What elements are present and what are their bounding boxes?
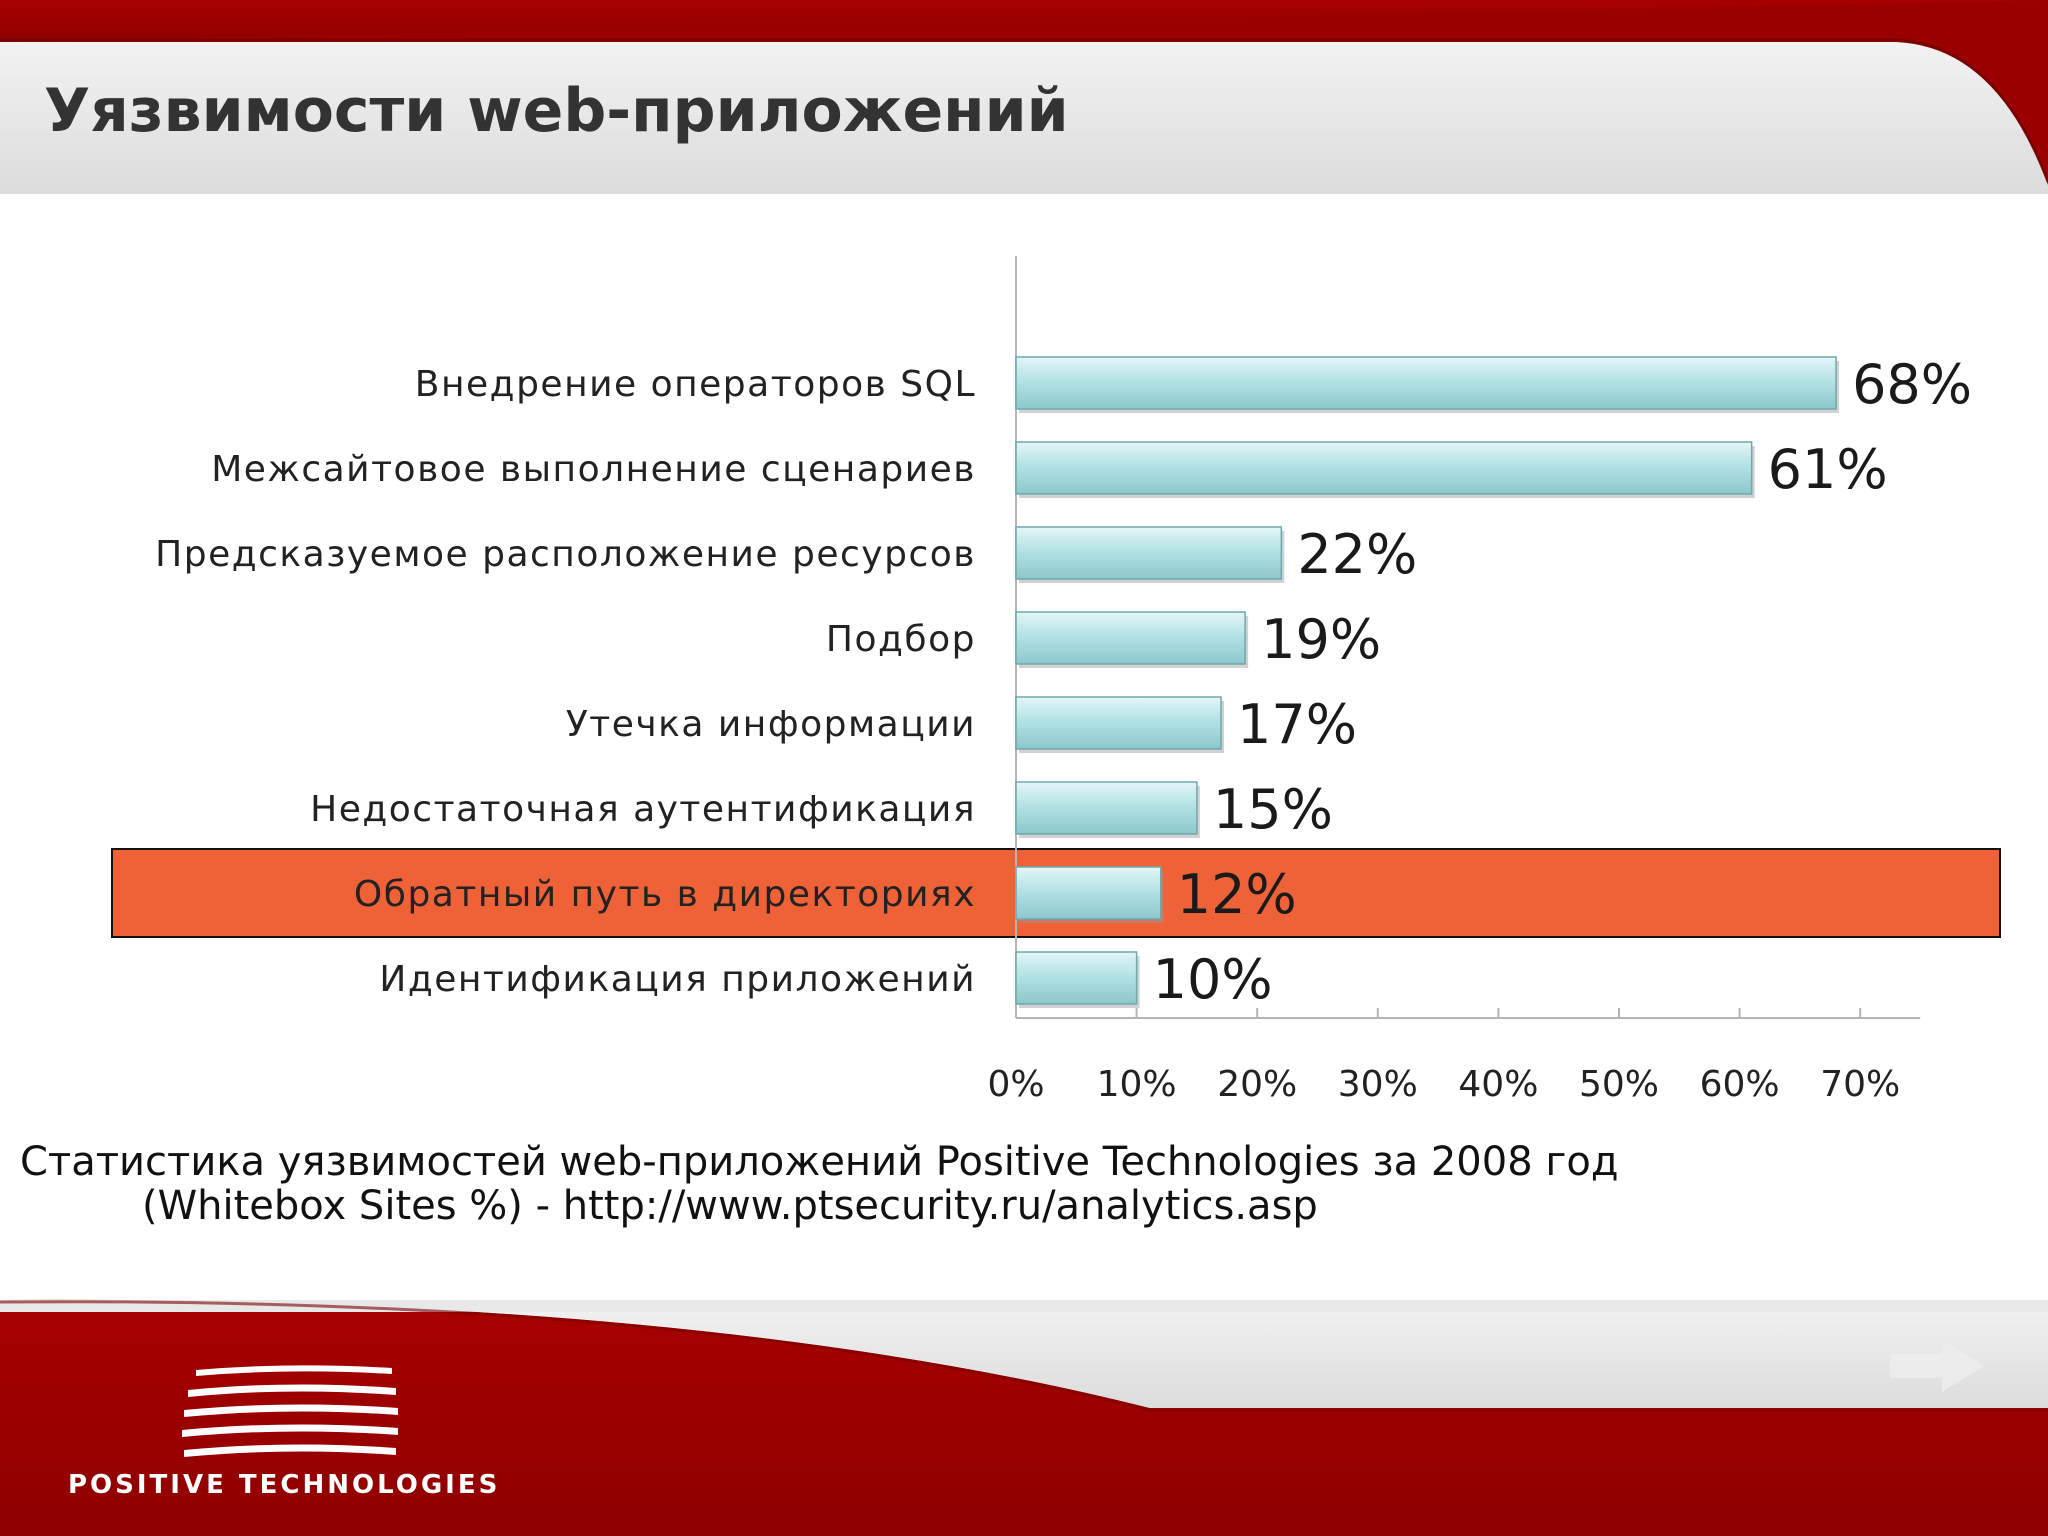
value-label: 22% — [1297, 523, 1417, 586]
category-label: Подбор — [826, 619, 976, 660]
category-label: Недостаточная аутентификация — [310, 789, 976, 830]
x-tick-label: 70% — [1820, 1064, 1900, 1105]
category-label: Внедрение операторов SQL — [415, 364, 976, 405]
x-tick-label: 0% — [987, 1064, 1044, 1105]
logo-mark — [182, 1365, 398, 1457]
chart-caption: Статистика уязвимостей web-приложений Po… — [20, 1140, 1619, 1228]
value-label: 61% — [1768, 438, 1888, 501]
category-label: Предсказуемое расположение ресурсов — [155, 534, 976, 575]
value-label: 19% — [1261, 608, 1381, 671]
value-label: 10% — [1153, 948, 1273, 1011]
bar — [1015, 781, 1198, 835]
caption-line-2: (Whitebox Sites %) - http://www.ptsecuri… — [142, 1183, 1318, 1229]
value-label: 12% — [1177, 863, 1297, 926]
category-label: Межсайтовое выполнение сценариев — [211, 449, 976, 490]
bar — [1015, 611, 1246, 665]
bar — [1015, 866, 1162, 920]
category-label: Утечка информации — [566, 704, 976, 745]
value-label: 68% — [1852, 353, 1972, 416]
bar — [1015, 696, 1222, 750]
x-tick-label: 40% — [1458, 1064, 1538, 1105]
bar — [1015, 356, 1837, 410]
x-tick-label: 60% — [1700, 1064, 1780, 1105]
category-label: Обратный путь в директориях — [354, 874, 976, 915]
x-tick-label: 50% — [1579, 1064, 1659, 1105]
bar — [1015, 526, 1283, 580]
value-label: 15% — [1213, 778, 1333, 841]
arrow-right-icon[interactable] — [1886, 1338, 1986, 1394]
bar — [1015, 951, 1138, 1005]
slide-title: Уязвимости web-приложений — [44, 76, 1069, 146]
x-tick-label: 30% — [1338, 1064, 1418, 1105]
logo-text: POSITIVE TECHNOLOGIES — [68, 1470, 501, 1500]
caption-line-1: Статистика уязвимостей web-приложений Po… — [20, 1139, 1619, 1185]
category-label: Идентификация приложений — [379, 959, 976, 1000]
x-tick-label: 20% — [1217, 1064, 1297, 1105]
value-label: 17% — [1237, 693, 1357, 756]
bar — [1015, 441, 1753, 495]
x-tick-label: 10% — [1097, 1064, 1177, 1105]
